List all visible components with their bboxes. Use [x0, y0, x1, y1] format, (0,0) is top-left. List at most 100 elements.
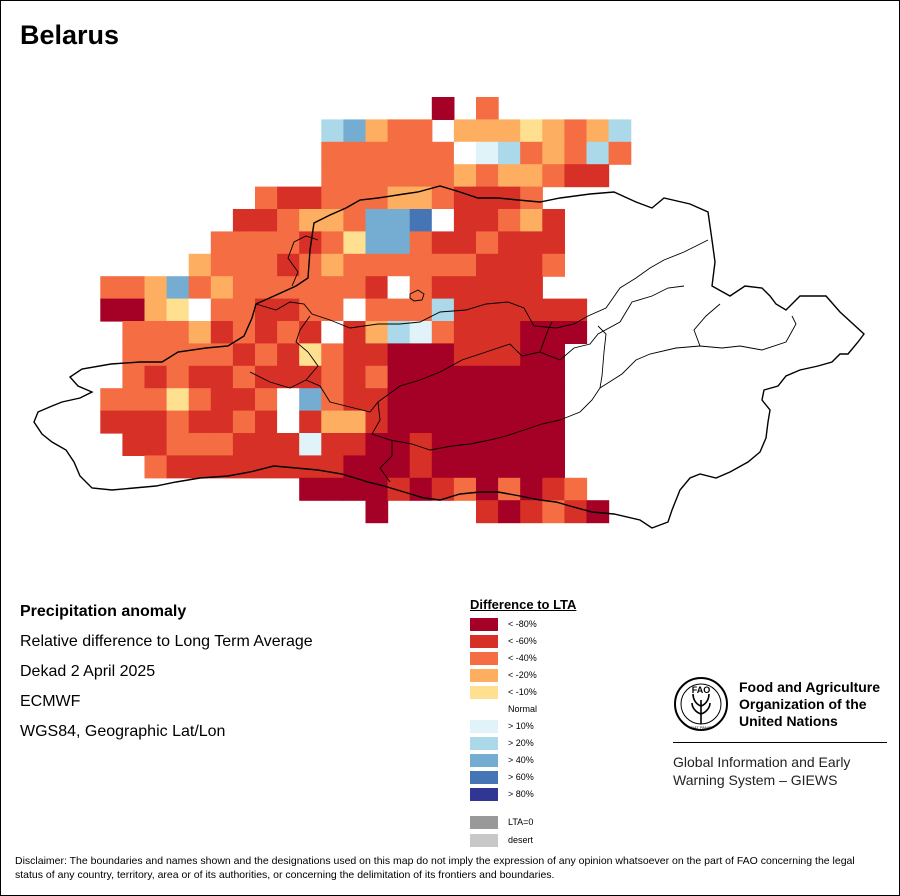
grid-cell	[144, 455, 168, 479]
info-period: Dekad 2 April 2025	[20, 663, 156, 680]
grid-cell	[520, 388, 543, 412]
grid-cell	[476, 298, 499, 322]
grid-cell	[542, 365, 565, 389]
grid-cell	[453, 455, 477, 479]
grid-cell	[255, 276, 278, 300]
grid-cell	[498, 388, 521, 412]
grid-cell	[299, 365, 322, 389]
grid-cell	[188, 343, 212, 367]
grid-cell	[520, 477, 543, 501]
grid-cell	[299, 209, 322, 232]
grid-cell	[431, 343, 455, 367]
grid-cell	[520, 164, 543, 188]
grid-cell	[210, 455, 234, 479]
grid-cell	[387, 231, 411, 255]
legend-swatch	[470, 833, 498, 847]
legend-item-extra: desert	[470, 833, 533, 847]
grid-cell	[343, 253, 367, 277]
grid-cell	[542, 500, 565, 524]
grid-cell	[321, 141, 344, 165]
grid-cell	[520, 276, 543, 300]
grid-cell	[166, 365, 190, 389]
grid-cell	[608, 141, 632, 165]
grid-cell	[277, 186, 300, 210]
grid-cell	[321, 298, 344, 322]
grid-cell	[343, 388, 367, 412]
grid-cell	[498, 455, 521, 479]
grid-cell	[476, 164, 499, 188]
grid-cell	[122, 321, 146, 344]
region-borders	[249, 235, 797, 483]
grid-cell	[232, 231, 256, 255]
giews-name: Global Information and Early Warning Sys…	[673, 753, 888, 789]
grid-cell	[453, 343, 477, 367]
grid-cell	[299, 321, 322, 344]
grid-cell	[520, 253, 543, 277]
grid-cell	[299, 298, 322, 322]
grid-cell	[321, 410, 344, 434]
grid-cell	[166, 410, 190, 434]
grid-cell	[321, 388, 344, 412]
fao-organization-name: Food and Agriculture Organization of the…	[739, 679, 880, 730]
grid-cell	[188, 321, 212, 344]
grid-cell	[343, 365, 367, 389]
grid-cell	[387, 433, 411, 456]
grid-cell	[210, 321, 234, 344]
grid-cell	[299, 388, 322, 412]
grid-cell	[365, 298, 389, 322]
grid-cell	[453, 276, 477, 300]
grid-cell	[321, 231, 344, 255]
grid-cell	[542, 231, 565, 255]
grid-cell	[409, 209, 433, 232]
fao-name-line3: United Nations	[739, 712, 838, 729]
legend-label: < -20%	[508, 670, 537, 680]
grid-cell	[299, 253, 322, 277]
grid-cell	[431, 209, 455, 232]
grid-cell	[277, 388, 300, 412]
grid-cell	[188, 410, 212, 434]
fao-divider	[673, 742, 887, 743]
grid-cell	[166, 321, 190, 344]
legend-item: < -80%	[470, 617, 537, 631]
grid-cell	[453, 477, 477, 501]
grid-cell	[431, 231, 455, 255]
grid-cell	[365, 455, 389, 479]
grid-cell	[122, 433, 146, 456]
grid-cell	[365, 365, 389, 389]
grid-cell	[343, 209, 367, 232]
grid-cell	[277, 433, 300, 456]
grid-cell	[387, 119, 411, 143]
grid-cell	[166, 388, 190, 412]
grid-cell	[365, 253, 389, 277]
grid-cell	[476, 209, 499, 232]
grid-cell	[498, 231, 521, 255]
grid-cell	[166, 455, 190, 479]
grid-cell	[542, 298, 565, 322]
grid-cell	[365, 276, 389, 300]
legend-label: > 10%	[508, 721, 534, 731]
grid-cell	[476, 141, 499, 165]
grid-cell	[476, 500, 499, 524]
grid-cell	[299, 433, 322, 456]
grid-cell	[520, 119, 543, 143]
legend-swatch	[470, 651, 498, 665]
grid-cell	[520, 231, 543, 255]
grid-cell	[409, 410, 433, 434]
grid-cell	[365, 231, 389, 255]
grid-cell	[100, 410, 123, 434]
legend-swatch	[470, 753, 498, 767]
grid-cell	[321, 365, 344, 389]
grid-cell	[520, 455, 543, 479]
grid-cell	[498, 276, 521, 300]
legend-label: < -80%	[508, 619, 537, 629]
fao-name-line2: Organization of the	[739, 695, 867, 712]
grid-cell	[365, 321, 389, 344]
grid-cell	[498, 119, 521, 143]
grid-cell	[564, 164, 588, 188]
grid-cell	[476, 455, 499, 479]
grid-cell	[166, 298, 190, 322]
grid-cell	[498, 433, 521, 456]
grid-cell	[564, 298, 588, 322]
grid-cell	[476, 253, 499, 277]
grid-cell	[409, 186, 433, 210]
